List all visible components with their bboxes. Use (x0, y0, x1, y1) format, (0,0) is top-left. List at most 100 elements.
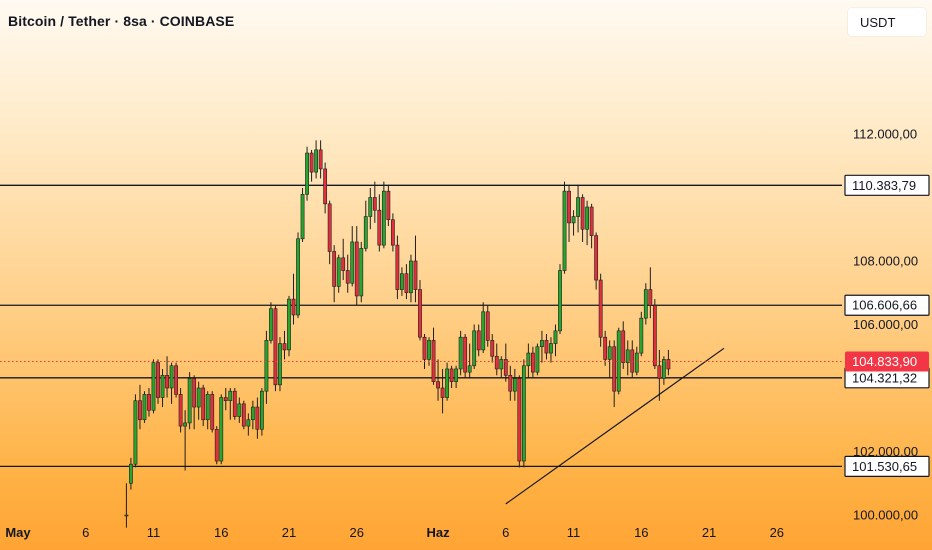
candle (558, 264, 562, 335)
x-tick-label: 16 (634, 525, 648, 540)
candle-body (178, 394, 183, 427)
y-tick-label: 106.000,00 (853, 317, 918, 332)
candle (309, 149, 314, 182)
candle-body (219, 397, 224, 462)
candle-body (589, 206, 594, 236)
x-tick-label: 26 (770, 525, 784, 540)
candle-body (567, 190, 571, 224)
candle-body (657, 365, 662, 379)
y-axis: 100.000,00 102.000,00 106.000,00 108.000,00… (853, 127, 918, 523)
candle (467, 343, 472, 379)
candle (192, 375, 197, 430)
candle-body (594, 235, 599, 281)
candle (540, 330, 544, 363)
candle (241, 400, 246, 430)
candle (210, 391, 215, 433)
chart-title: Bitcoin / Tether · 8sa · COINBASE (8, 13, 235, 29)
candle-body (427, 340, 431, 360)
candle-body (562, 190, 567, 271)
candle (386, 184, 391, 227)
candle (499, 356, 504, 379)
candle (278, 337, 282, 392)
candle-body (571, 216, 576, 224)
candle-body (278, 343, 282, 386)
candle (404, 264, 409, 300)
candle-body (472, 330, 477, 367)
candle-body (409, 260, 413, 294)
level-label-text: 106.606,66 (852, 298, 917, 313)
candle (521, 359, 526, 468)
candle (643, 283, 648, 325)
candle (494, 343, 499, 376)
candle-body (499, 359, 504, 370)
candle (174, 362, 178, 398)
candle-body (205, 394, 210, 421)
candle (481, 302, 486, 354)
candle (472, 324, 477, 369)
candle-body (323, 168, 328, 205)
currency-button[interactable]: USDT (848, 8, 926, 36)
candle-body (463, 336, 468, 373)
candle-body (553, 330, 558, 344)
candle (259, 388, 264, 436)
candle-body (521, 365, 526, 462)
candle (282, 330, 287, 360)
candle-body (282, 343, 287, 351)
candle (305, 146, 309, 201)
candle (205, 391, 210, 430)
y-tick-label: 108.000,00 (853, 254, 918, 269)
candle-body (196, 387, 201, 408)
current-price-label: 104.833,90 (845, 351, 929, 372)
candle (124, 483, 129, 528)
candle (427, 337, 431, 366)
candle-body (625, 349, 630, 363)
candle (517, 375, 522, 468)
candle-body (138, 400, 142, 421)
candle-body (250, 406, 255, 421)
candle-body (156, 362, 160, 398)
candle (607, 340, 612, 379)
candle-body (372, 197, 377, 211)
candle (630, 340, 635, 379)
candle-body (259, 390, 264, 430)
candle-body (350, 241, 355, 284)
candle (377, 194, 382, 252)
candle (616, 327, 621, 395)
candle (648, 267, 653, 319)
candle (400, 267, 404, 296)
candle-body (476, 330, 481, 351)
candle (458, 330, 463, 376)
level-label-text: 110.383,79 (852, 178, 916, 193)
candle-body (585, 206, 590, 230)
candle-body (436, 381, 440, 389)
y-tick-label: 100.000,00 (853, 508, 918, 523)
candle-body (634, 352, 639, 373)
trendline[interactable] (505, 347, 725, 505)
candle-body (273, 308, 278, 386)
candle-body (494, 355, 499, 370)
candle (535, 343, 540, 376)
candle-body (413, 260, 418, 290)
candle (273, 305, 278, 392)
candle-body (485, 311, 490, 341)
candle (395, 235, 400, 300)
candle (661, 356, 666, 385)
candle-body (558, 270, 562, 332)
candle-body (160, 374, 165, 398)
candle (341, 238, 346, 281)
candle-body (630, 349, 635, 373)
candle (409, 254, 413, 303)
candle-body (264, 340, 269, 392)
level-label-box (844, 455, 930, 478)
candle (169, 362, 174, 404)
candle (576, 184, 580, 233)
candle-body (530, 352, 535, 373)
candle-body (381, 190, 386, 246)
candle-body (652, 305, 657, 367)
candle-body (228, 390, 233, 401)
candle (228, 388, 233, 420)
candle-body (449, 368, 454, 382)
candle-body (201, 387, 206, 421)
candle (223, 388, 228, 411)
